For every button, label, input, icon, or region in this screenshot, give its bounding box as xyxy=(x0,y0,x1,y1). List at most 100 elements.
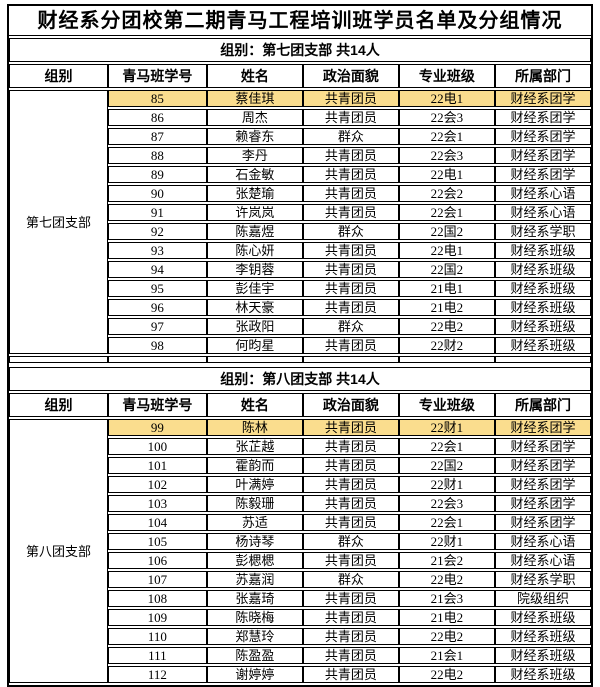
cell-class: 22财1 xyxy=(398,419,495,436)
table-row: 96 林天豪 共青团员 21电2 财经系班级 xyxy=(9,299,591,316)
cell-student-id: 103 xyxy=(107,495,207,512)
empty-cell xyxy=(398,356,495,363)
cell-student-id: 97 xyxy=(107,318,207,335)
cell-class: 22电2 xyxy=(398,628,495,645)
table-row: 第七团支部 85 蔡佳琪 共青团员 22电1 财经系团学 xyxy=(9,90,591,354)
group-name-cell: 第八团支部 xyxy=(9,419,108,683)
cell-department: 财经系心语 xyxy=(494,204,591,221)
empty-cell xyxy=(302,356,399,363)
cell-student-id: 101 xyxy=(107,457,207,474)
table-row: 104 苏适 共青团员 22会1 财经系团学 xyxy=(9,514,591,531)
col-header-student-id: 青马班学号 xyxy=(107,393,207,417)
cell-political: 共青团员 xyxy=(302,166,399,183)
table-row: 107 苏嘉润 群众 22电2 财经系学职 xyxy=(9,571,591,588)
group-name-cell: 第七团支部 xyxy=(9,90,108,354)
cell-class: 22会3 xyxy=(398,495,495,512)
cell-name: 陈毅珊 xyxy=(206,495,303,512)
cell-student-id: 110 xyxy=(107,628,207,645)
cell-student-id: 94 xyxy=(107,261,207,278)
col-header-group: 组别 xyxy=(9,64,108,88)
table-row: 90 张楚瑜 共青团员 22会2 财经系心语 xyxy=(9,185,591,202)
cell-student-id: 100 xyxy=(107,438,207,455)
cell-department: 财经系心语 xyxy=(494,552,591,569)
cell-class: 21会3 xyxy=(398,590,495,607)
table-row: 101 霍韵而 共青团员 22国2 财经系团学 xyxy=(9,457,591,474)
col-header-name: 姓名 xyxy=(206,64,303,88)
table-row: 86 周杰 共青团员 22会3 财经系团学 xyxy=(9,109,591,126)
cell-political: 共青团员 xyxy=(302,109,399,126)
col-header-group: 组别 xyxy=(9,393,108,417)
empty-cell xyxy=(107,356,207,363)
empty-spacer-row xyxy=(9,356,591,363)
cell-political: 共青团员 xyxy=(302,628,399,645)
cell-department: 财经系心语 xyxy=(494,185,591,202)
section-banner: 组别：第七团支部 共14人 xyxy=(9,38,591,62)
cell-political: 共青团员 xyxy=(302,261,399,278)
cell-student-id: 89 xyxy=(107,166,207,183)
cell-student-id: 109 xyxy=(107,609,207,626)
cell-name: 陈晓梅 xyxy=(206,609,303,626)
cell-political: 共青团员 xyxy=(302,204,399,221)
empty-cell xyxy=(206,356,303,363)
col-header-political: 政治面貌 xyxy=(302,393,399,417)
cell-student-id: 105 xyxy=(107,533,207,550)
table-row: 105 杨诗琴 群众 22财1 财经系心语 xyxy=(9,533,591,550)
table-row: 102 叶满婷 共青团员 22财1 财经系团学 xyxy=(9,476,591,493)
cell-name: 何昀星 xyxy=(206,337,303,354)
cell-name: 石金敏 xyxy=(206,166,303,183)
cell-name: 林天豪 xyxy=(206,299,303,316)
cell-political: 群众 xyxy=(302,128,399,145)
cell-student-id: 96 xyxy=(107,299,207,316)
cell-class: 22电2 xyxy=(398,571,495,588)
cell-class: 22财1 xyxy=(398,476,495,493)
cell-political: 共青团员 xyxy=(302,457,399,474)
cell-political: 共青团员 xyxy=(302,337,399,354)
cell-class: 22会1 xyxy=(398,128,495,145)
cell-department: 财经系团学 xyxy=(494,109,591,126)
roster-sheet: 财经系分团校第二期青马工程培训班学员名单及分组情况 组别：第七团支部 共14人 … xyxy=(7,4,593,687)
cell-department: 财经系团学 xyxy=(494,514,591,531)
cell-political: 群众 xyxy=(302,533,399,550)
table-row: 106 彭楒楒 共青团员 21会2 财经系心语 xyxy=(9,552,591,569)
cell-student-id: 86 xyxy=(107,109,207,126)
cell-class: 21电2 xyxy=(398,299,495,316)
cell-department: 财经系学职 xyxy=(494,223,591,240)
col-header-class: 专业班级 xyxy=(398,64,495,88)
cell-political: 共青团员 xyxy=(302,299,399,316)
cell-department: 财经系班级 xyxy=(494,337,591,354)
cell-class: 22会1 xyxy=(398,204,495,221)
cell-student-id: 106 xyxy=(107,552,207,569)
cell-political: 群众 xyxy=(302,318,399,335)
cell-department: 财经系团学 xyxy=(494,419,591,436)
table-row: 第八团支部 99 陈林 共青团员 22财1 财经系团学 xyxy=(9,419,591,683)
cell-class: 22电2 xyxy=(398,318,495,335)
cell-name: 许岚岚 xyxy=(206,204,303,221)
cell-student-id: 85 xyxy=(107,90,207,107)
cell-political: 共青团员 xyxy=(302,514,399,531)
table-row: 100 张芷越 共青团员 22会1 财经系团学 xyxy=(9,438,591,455)
cell-student-id: 87 xyxy=(107,128,207,145)
col-header-student-id: 青马班学号 xyxy=(107,64,207,88)
table-row: 91 许岚岚 共青团员 22会1 财经系心语 xyxy=(9,204,591,221)
cell-name: 陈林 xyxy=(206,419,303,436)
cell-class: 22会1 xyxy=(398,438,495,455)
cell-student-id: 98 xyxy=(107,337,207,354)
cell-name: 陈心妍 xyxy=(206,242,303,259)
cell-department: 财经系学职 xyxy=(494,571,591,588)
cell-class: 22国2 xyxy=(398,223,495,240)
section-banner-row: 组别：第七团支部 共14人 xyxy=(9,38,591,62)
cell-student-id: 90 xyxy=(107,185,207,202)
cell-political: 共青团员 xyxy=(302,438,399,455)
cell-class: 21电2 xyxy=(398,609,495,626)
cell-department: 财经系班级 xyxy=(494,299,591,316)
cell-name: 张楚瑜 xyxy=(206,185,303,202)
cell-student-id: 112 xyxy=(107,666,207,683)
cell-political: 共青团员 xyxy=(302,280,399,297)
cell-department: 财经系班级 xyxy=(494,261,591,278)
cell-department: 财经系心语 xyxy=(494,533,591,550)
cell-student-id: 93 xyxy=(107,242,207,259)
cell-department: 财经系班级 xyxy=(494,628,591,645)
cell-department: 财经系团学 xyxy=(494,476,591,493)
cell-name: 张芷越 xyxy=(206,438,303,455)
cell-name: 杨诗琴 xyxy=(206,533,303,550)
